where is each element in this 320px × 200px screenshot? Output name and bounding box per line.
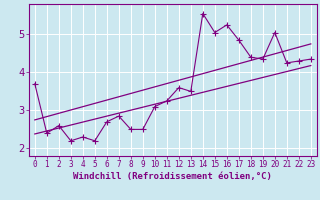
X-axis label: Windchill (Refroidissement éolien,°C): Windchill (Refroidissement éolien,°C) [73,172,272,181]
